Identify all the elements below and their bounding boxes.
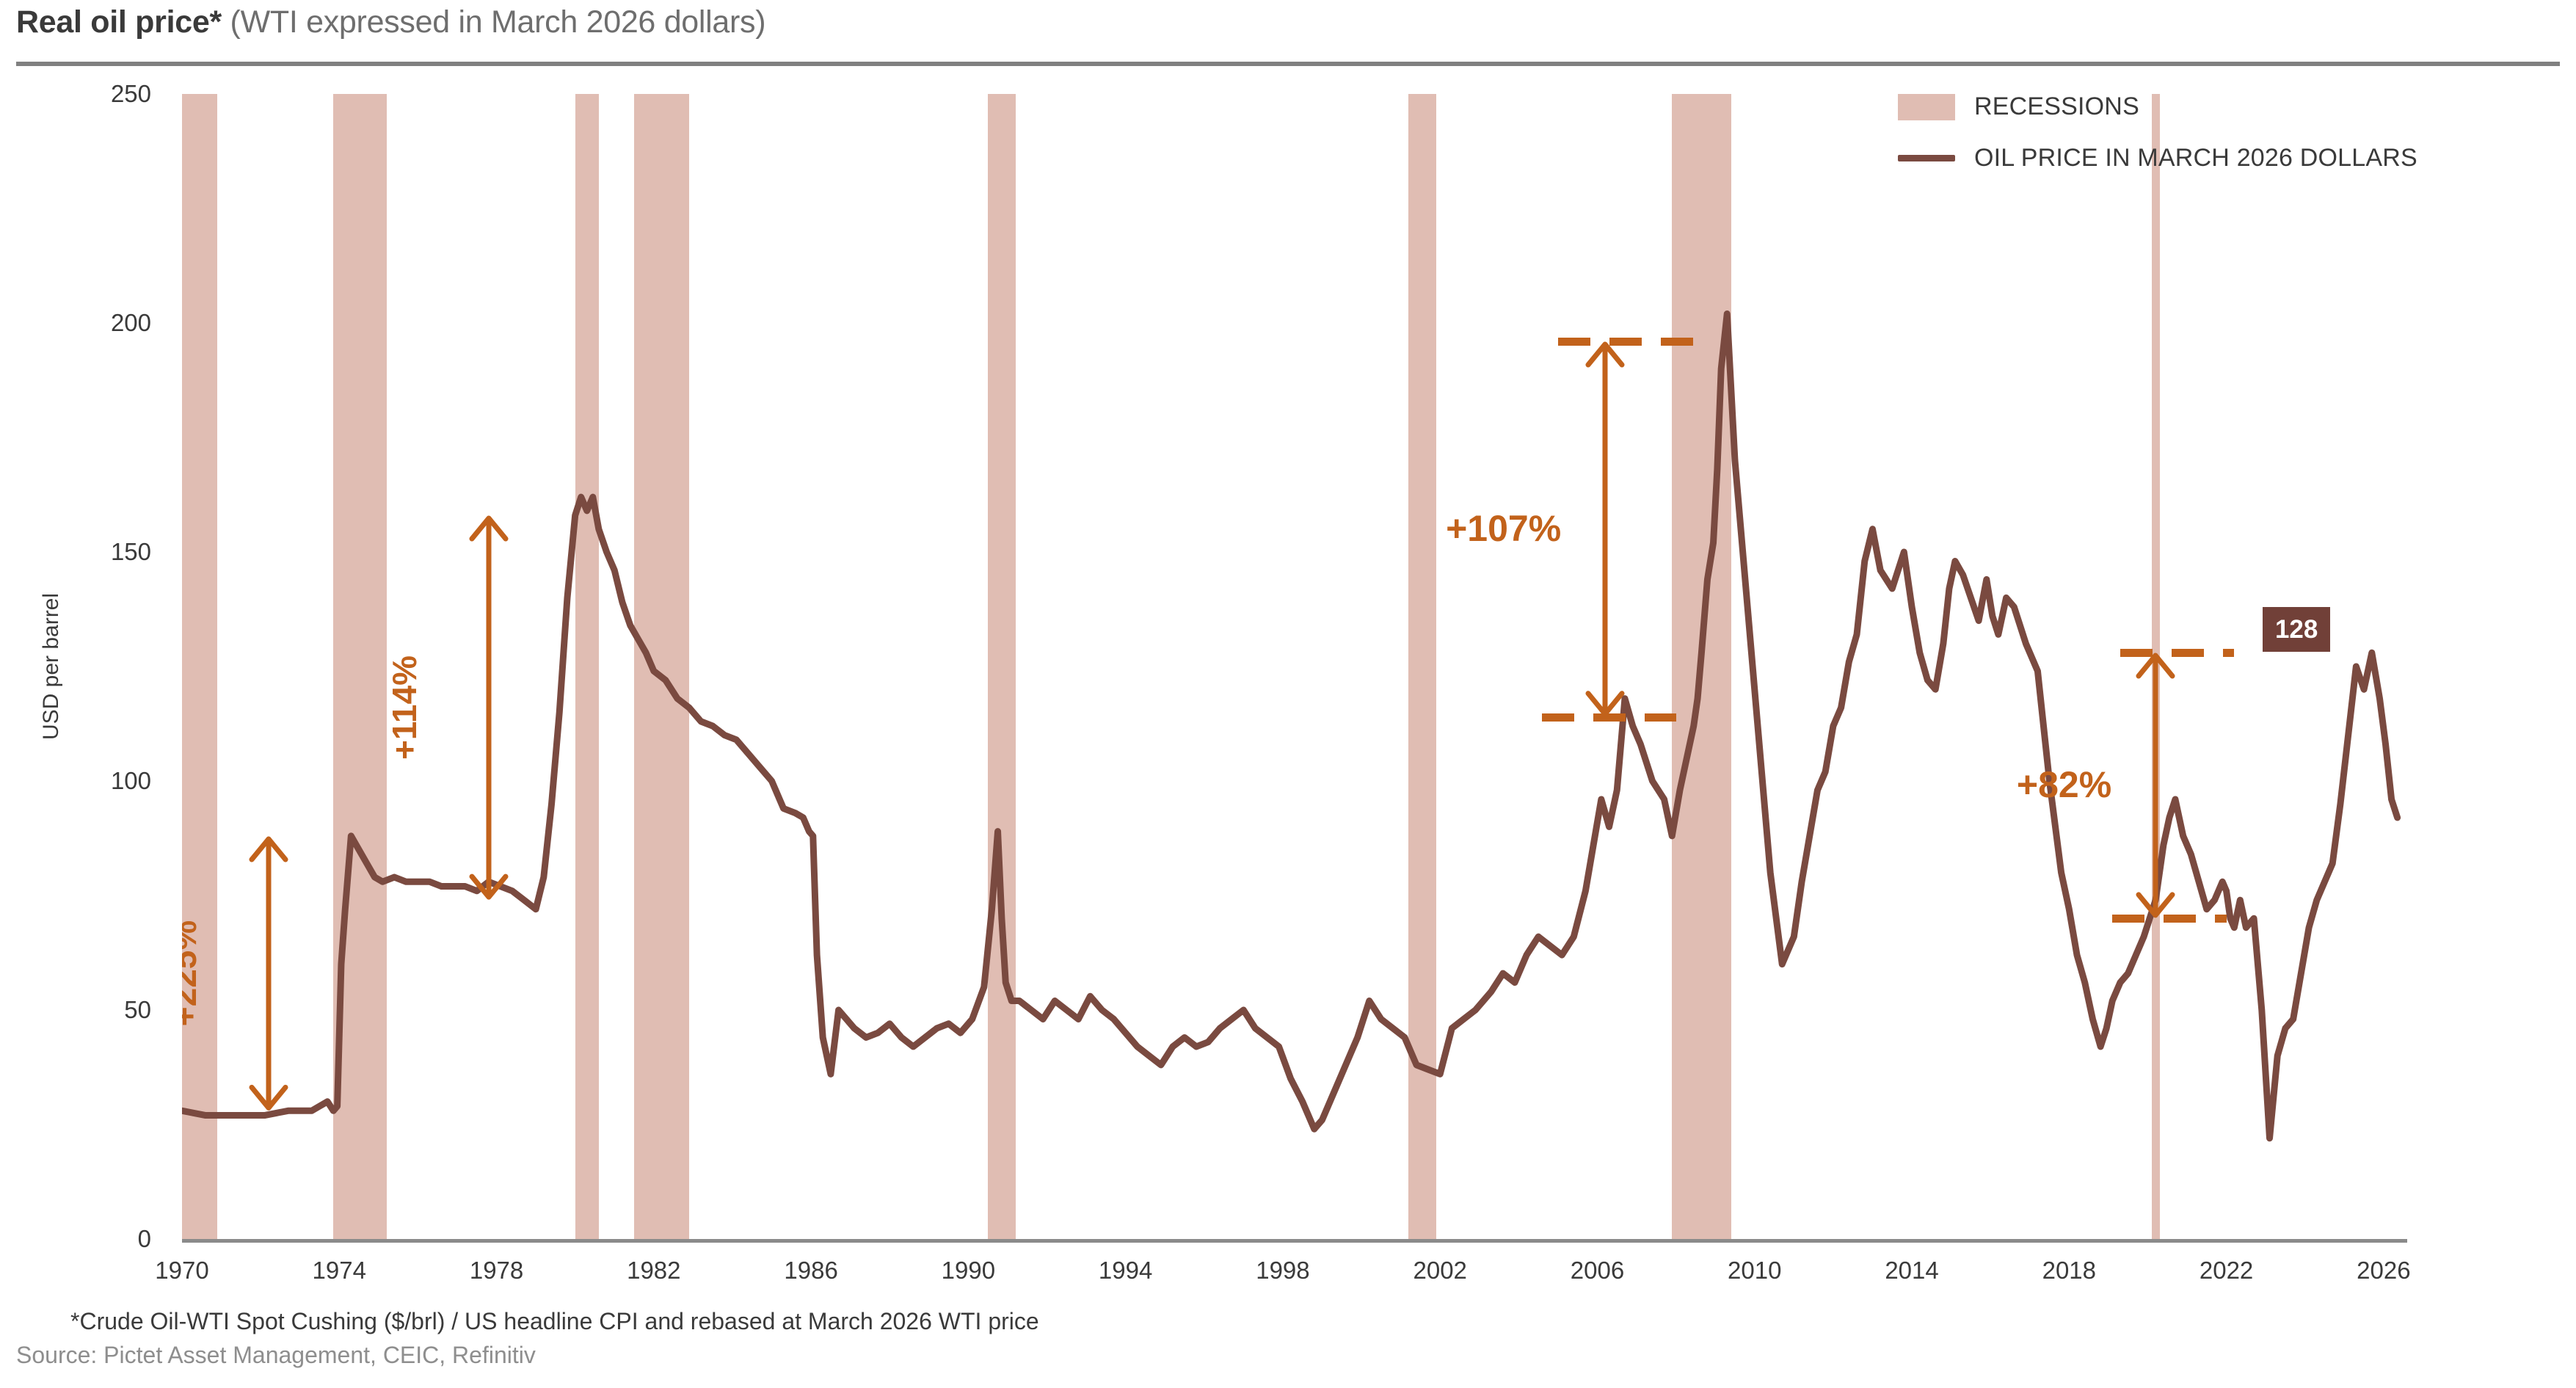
chart-title-strong: Real oil price*	[16, 4, 222, 40]
series-path	[182, 310, 2401, 1142]
x-tick-2010: 2010	[1728, 1257, 1782, 1284]
x-tick-1998: 1998	[1256, 1257, 1310, 1284]
annotation-label-114: +114%	[385, 655, 423, 760]
legend-item-recessions[interactable]: RECESSIONS	[1898, 92, 2139, 121]
recession-band	[182, 94, 218, 1239]
x-tick-1990: 1990	[941, 1257, 996, 1284]
chart-footnote: *Crude Oil-WTI Spot Cushing ($/brl) / US…	[70, 1308, 1039, 1334]
legend-item-oil-price[interactable]: OIL PRICE IN MARCH 2026 DOLLARS	[1898, 144, 2417, 172]
x-tick-1994: 1994	[1098, 1257, 1153, 1284]
x-tick-1974: 1974	[312, 1257, 366, 1284]
y-tick-50: 50	[124, 996, 151, 1023]
x-tick-2002: 2002	[1413, 1257, 1467, 1284]
x-tick-1986: 1986	[784, 1257, 838, 1284]
chart-source: Source: Pictet Asset Management, CEIC, R…	[16, 1342, 536, 1368]
annotation-label-82: +82%	[2016, 764, 2112, 806]
x-axis-tick-labels: 1970 1974 1978 1982 1986 1990 1994 1998 2002 2006…	[155, 1257, 2411, 1301]
x-tick-2022: 2022	[2199, 1257, 2254, 1284]
y-tick-100: 100	[110, 767, 151, 794]
y-tick-250: 250	[110, 80, 151, 107]
legend-label-oil-price: OIL PRICE IN MARCH 2026 DOLLARS	[1974, 144, 2417, 172]
recession-swatch-icon	[1898, 93, 1955, 120]
chart-title-light: (WTI expressed in March 2026 dollars)	[221, 4, 766, 40]
annotation-layer: +225%+114%+107%+82%+55%12890	[182, 94, 2407, 1239]
x-tick-2006: 2006	[1570, 1257, 1625, 1284]
reference-dashed-line	[1542, 713, 1676, 722]
x-tick-1982: 1982	[627, 1257, 681, 1284]
chart-title: Real oil price* (WTI expressed in March …	[16, 4, 766, 40]
arrow-ann-114	[469, 515, 509, 900]
annotation-label-107: +107%	[1446, 507, 1562, 549]
arrow-ann-107	[1585, 341, 1625, 717]
y-tick-200: 200	[110, 309, 151, 336]
reference-dashed-line	[2120, 649, 2235, 658]
arrow-ann-82	[2136, 653, 2175, 918]
x-tick-2026: 2026	[2357, 1257, 2411, 1284]
x-tick-2018: 2018	[2042, 1257, 2097, 1284]
title-divider	[16, 62, 2560, 66]
plot-inner: +225%+114%+107%+82%+55%12890	[182, 94, 2407, 1239]
x-tick-1978: 1978	[469, 1257, 524, 1284]
x-tick-2014: 2014	[1885, 1257, 1939, 1284]
legend-label-recessions: RECESSIONS	[1974, 92, 2139, 120]
value-badge-128: 128	[2262, 607, 2331, 653]
arrow-ann-225	[249, 836, 288, 1111]
y-tick-0: 0	[137, 1225, 151, 1252]
recession-band	[575, 94, 599, 1239]
y-axis-tick-labels: 0 50 100 150 200 250	[0, 80, 167, 1252]
recession-band	[634, 94, 690, 1239]
oil-price-line-icon	[1898, 155, 1955, 161]
recession-band	[988, 94, 1016, 1239]
x-tick-1970: 1970	[155, 1257, 209, 1284]
oil-price-line	[182, 310, 2401, 1142]
plot-area: +225%+114%+107%+82%+55%12890	[182, 94, 2407, 1239]
recession-band	[1408, 94, 1436, 1239]
reference-dashed-line	[1557, 337, 1696, 346]
y-tick-150: 150	[110, 538, 151, 565]
annotation-label-225: +225%	[182, 920, 203, 1027]
x-axis-line	[182, 1239, 2407, 1243]
reference-dashed-line	[2112, 915, 2227, 923]
